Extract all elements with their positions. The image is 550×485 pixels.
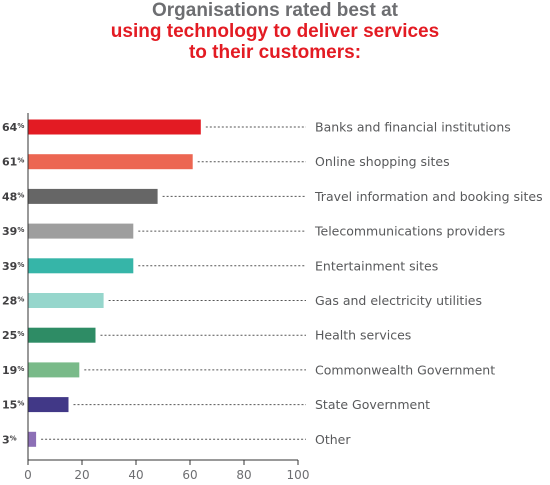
category-label-9: State Government (315, 397, 430, 412)
value-label-6: 28% (2, 295, 24, 308)
chart-title: Organisations rated best at using techno… (0, 0, 550, 63)
value-label-5: 39% (2, 260, 24, 273)
category-label-10: Other (315, 432, 351, 447)
category-label-7: Health services (315, 328, 411, 343)
category-label-2: Online shopping sites (315, 154, 450, 169)
bar-2 (28, 154, 193, 170)
bar-9 (28, 397, 69, 413)
category-label-6: Gas and electricity utilities (315, 293, 482, 308)
value-label-4: 39% (2, 225, 24, 238)
title-line-3: to their customers: (188, 42, 362, 63)
x-tick-label-40: 40 (128, 468, 143, 482)
title-line-1: Organisations rated best at (151, 0, 398, 21)
value-label-2: 61% (2, 156, 24, 169)
x-tick-label-60: 60 (182, 468, 197, 482)
category-label-8: Commonwealth Government (315, 362, 495, 377)
bar-4 (28, 223, 134, 239)
category-label-4: Telecommunications providers (314, 224, 505, 239)
x-tick-label-0: 0 (24, 468, 32, 482)
bar-7 (28, 327, 96, 343)
category-label-5: Entertainment sites (315, 258, 438, 273)
category-label-3: Travel information and booking sites (314, 189, 543, 204)
value-label-1: 64% (2, 121, 24, 134)
x-tick-label-100: 100 (287, 468, 310, 482)
bar-8 (28, 362, 80, 378)
bar-6 (28, 293, 104, 308)
bar-5 (28, 258, 134, 274)
value-label-3: 48% (2, 190, 24, 203)
x-tick-label-80: 80 (236, 468, 251, 482)
bar-3 (28, 188, 158, 204)
value-label-9: 15% (2, 399, 24, 412)
bar-1 (28, 119, 201, 135)
value-label-8: 19% (2, 364, 24, 377)
value-label-10: 3% (2, 433, 17, 446)
bar-10 (28, 431, 37, 447)
value-label-7: 25% (2, 329, 24, 342)
x-tick-label-20: 20 (74, 468, 89, 482)
category-label-1: Banks and financial institutions (315, 120, 511, 135)
title-line-2: using technology to deliver services (110, 21, 440, 42)
